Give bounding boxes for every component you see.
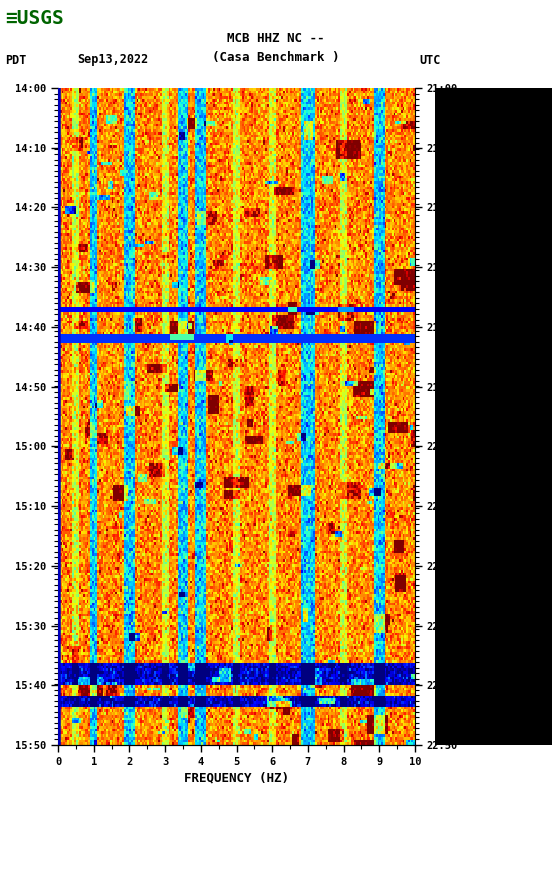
Text: Sep13,2022: Sep13,2022 <box>77 54 148 67</box>
X-axis label: FREQUENCY (HZ): FREQUENCY (HZ) <box>184 771 289 784</box>
Text: PDT: PDT <box>6 54 27 67</box>
Text: (Casa Benchmark ): (Casa Benchmark ) <box>213 52 339 64</box>
Text: ≡USGS: ≡USGS <box>6 9 64 28</box>
Text: MCB HHZ NC --: MCB HHZ NC -- <box>227 31 325 45</box>
Text: UTC: UTC <box>420 54 441 67</box>
